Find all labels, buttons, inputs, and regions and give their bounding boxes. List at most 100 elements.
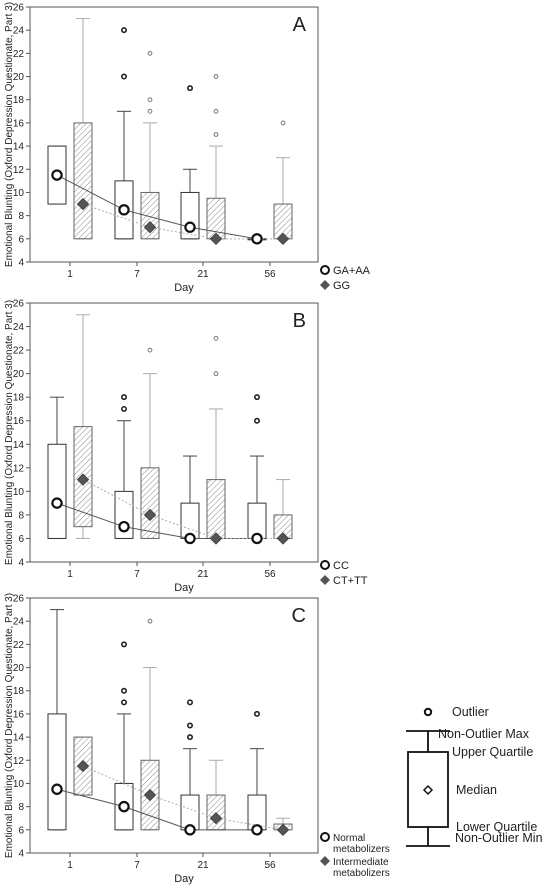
- y-tick-label: 22: [13, 640, 25, 651]
- y-tick-label: 14: [13, 142, 25, 153]
- outlier-point: [147, 50, 153, 56]
- x-tick-label: 56: [264, 269, 276, 280]
- median-marker-circle: [251, 233, 263, 245]
- median-marker-circle: [184, 221, 196, 233]
- box-open-day-56: [247, 394, 267, 539]
- y-tick-label: 10: [13, 487, 25, 498]
- y-tick-label: 4: [18, 558, 24, 569]
- x-tick-label: 1: [67, 860, 73, 871]
- box-hatched-day-1: [73, 18, 93, 240]
- y-tick-label: 16: [13, 709, 25, 720]
- outlier-point: [121, 27, 128, 34]
- y-tick-label: 18: [13, 95, 25, 106]
- median-marker-circle: [51, 783, 63, 795]
- series-legend: CC CT+TT: [320, 560, 368, 587]
- key-label-max: Non-Outlier Max: [438, 727, 530, 741]
- y-tick-label: 8: [18, 510, 24, 521]
- y-tick-label: 16: [13, 118, 25, 129]
- series-legend: GA+AA GG: [320, 265, 371, 292]
- box-hatched-day-7: [140, 347, 160, 539]
- y-tick-label: 24: [13, 26, 25, 37]
- outlier-point: [187, 85, 194, 92]
- median-marker-diamond: [143, 508, 157, 522]
- median-marker-diamond: [209, 812, 223, 825]
- panel-label: A: [293, 14, 307, 36]
- y-tick-label: 6: [18, 234, 24, 245]
- y-tick-label: 26: [13, 299, 25, 310]
- y-axis-title: Emotional Blunting (Oxford Depression Qu…: [4, 300, 15, 565]
- key-label-q1: Lower Quartile: [456, 820, 537, 834]
- y-tick-label: 12: [13, 756, 25, 767]
- outlier-point: [187, 734, 194, 741]
- plot-frame: [29, 6, 319, 263]
- y-tick-label: 6: [18, 534, 24, 545]
- box-hatched-day-1: [73, 314, 93, 539]
- y-tick-label: 26: [13, 3, 25, 14]
- chart-panel-B: 4 6 8 10 12 14 16 18 20 22 24 26 1 7 21 56 Day Emotional …: [4, 299, 368, 595]
- x-tick-label: 56: [264, 569, 276, 580]
- box-open-day-21: [180, 699, 200, 831]
- y-tick-label: 22: [13, 49, 25, 60]
- outlier-point: [121, 394, 128, 401]
- y-tick-label: 24: [13, 322, 25, 333]
- box-open-day-56: [247, 710, 267, 831]
- box-open-day-21: [180, 85, 200, 240]
- y-tick-label: 14: [13, 733, 25, 744]
- legend-marker-diamond: [320, 575, 330, 585]
- panel-label: B: [293, 310, 306, 332]
- y-axis-title: Emotional Blunting (Oxford Depression Qu…: [4, 2, 15, 267]
- box-hatched-day-56: [273, 479, 293, 539]
- outlier-point: [147, 347, 153, 353]
- median-marker-diamond: [143, 788, 157, 802]
- x-tick-label: 7: [134, 569, 140, 580]
- legend-marker-circle: [320, 265, 330, 275]
- legend-label-line: metabolizers: [333, 844, 390, 855]
- legend-marker-circle: [320, 832, 330, 842]
- legend-label: Intermediate metabolizers: [333, 857, 390, 879]
- x-tick-label: 1: [67, 269, 73, 280]
- y-tick-label: 4: [18, 258, 24, 269]
- legend-label-line: Normal: [333, 833, 365, 844]
- box-body: [73, 122, 93, 240]
- box-hatched-day-21: [206, 74, 226, 240]
- median-line-open: [56, 788, 257, 831]
- legend-label: CC: [333, 560, 349, 572]
- box-open-day-1: [47, 609, 67, 831]
- outlier-point: [121, 687, 128, 694]
- median-line-open: [56, 174, 258, 240]
- y-tick-label: 16: [13, 416, 25, 427]
- plot-frame: [29, 597, 319, 854]
- y-tick-label: 14: [13, 440, 25, 451]
- outlier-point: [254, 394, 261, 401]
- box-open-day-1: [47, 396, 67, 539]
- median-marker-diamond: [76, 473, 90, 486]
- box-key-legend: Outlier Non-Outlier Max Upper Quartile Medi…: [406, 705, 543, 847]
- outlier-point: [213, 132, 219, 137]
- median-marker-diamond: [209, 232, 223, 246]
- x-tick-label: 21: [197, 860, 209, 871]
- outlier-point: [121, 699, 128, 706]
- box-hatched-day-21: [206, 335, 226, 539]
- outlier-point: [121, 73, 128, 80]
- y-tick-label: 18: [13, 393, 25, 404]
- box-hatched-day-7: [140, 50, 160, 240]
- median-line-hatched: [82, 479, 283, 539]
- key-label-q3: Upper Quartile: [452, 745, 533, 759]
- median-marker-diamond: [276, 532, 290, 545]
- y-tick-label: 6: [18, 825, 24, 836]
- outlier-point: [121, 405, 128, 412]
- plot-frame: [29, 302, 319, 563]
- median-marker-circle: [184, 824, 196, 836]
- box-hatched-day-56: [273, 120, 293, 240]
- median-marker-circle: [251, 824, 263, 836]
- y-tick-label: 20: [13, 663, 25, 674]
- median-marker-circle: [51, 497, 63, 509]
- median-marker-diamond: [276, 823, 290, 837]
- median-marker-diamond: [76, 759, 90, 773]
- outlier-point: [213, 74, 219, 79]
- key-label-min: Non-Outlier Min: [455, 831, 543, 845]
- legend-marker-circle: [320, 560, 330, 570]
- median-marker-diamond: [143, 221, 157, 234]
- panel-label: C: [292, 605, 306, 627]
- box-body: [47, 713, 67, 831]
